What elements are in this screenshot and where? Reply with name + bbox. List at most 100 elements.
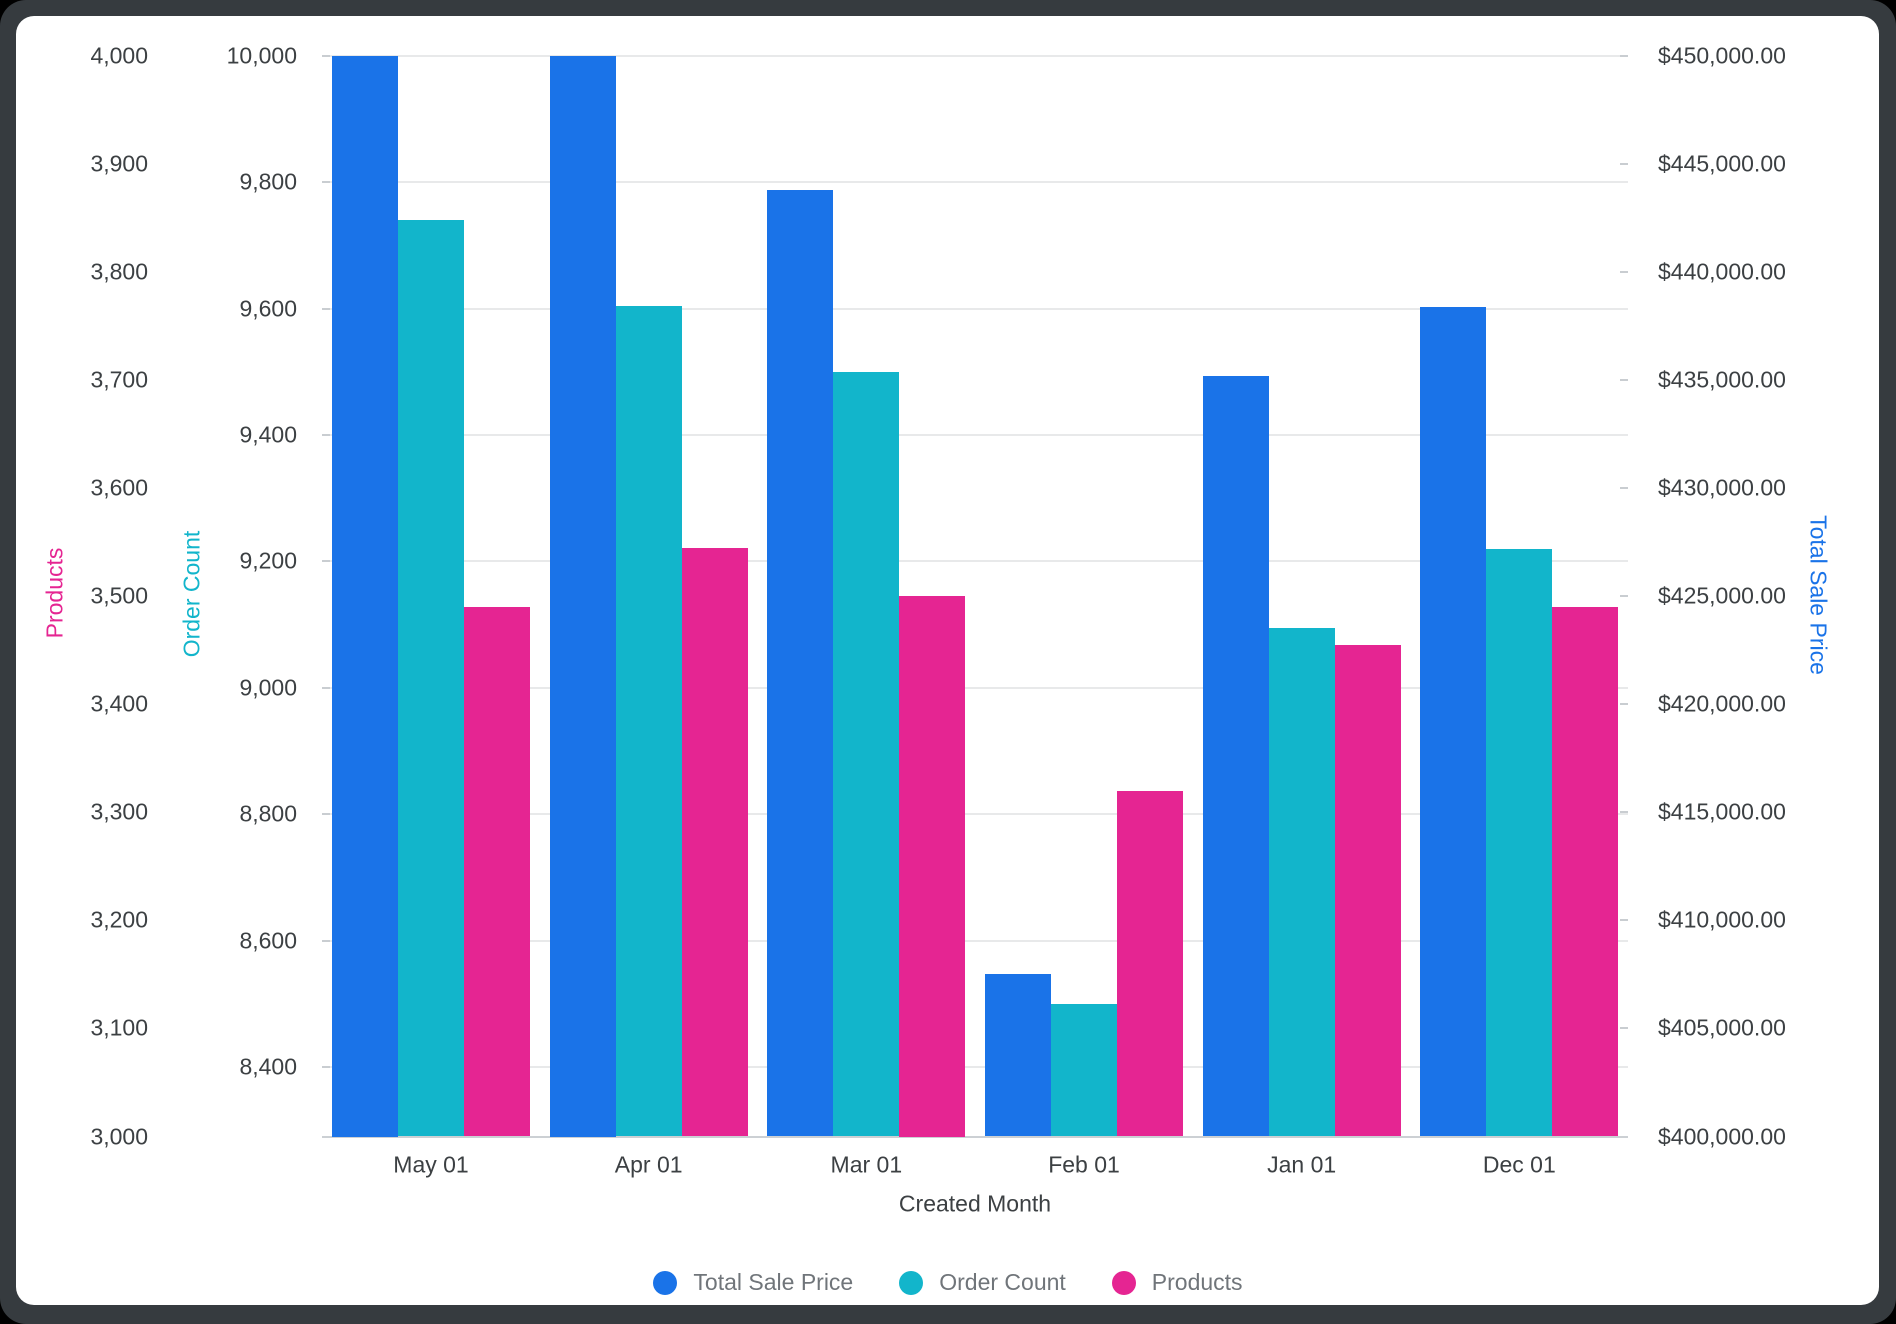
legend-item-label: Total Sale Price — [693, 1269, 854, 1295]
bar-total-sale-price-apr-01[interactable] — [549, 56, 616, 1137]
bar-products-feb-01[interactable] — [1117, 790, 1183, 1137]
bar-total-sale-price-dec-01[interactable] — [1420, 306, 1487, 1137]
gridline — [322, 181, 1628, 184]
legend-swatch-total-sale-price — [653, 1270, 678, 1295]
y-tick-label-products: 3,800 — [90, 258, 148, 285]
gridline — [322, 434, 1628, 437]
y-tick-label-products: 3,500 — [90, 582, 148, 609]
y-tick-label-order-count: 8,600 — [239, 927, 297, 954]
bar-order-count-apr-01[interactable] — [615, 305, 682, 1137]
bar-products-jan-01[interactable] — [1334, 644, 1401, 1137]
y-tick-label-products: 3,600 — [90, 474, 148, 501]
y-axis-title-order-count: Order Count — [178, 530, 205, 658]
legend-item-products[interactable]: Products — [1111, 1269, 1243, 1296]
axis-tick-mark — [1620, 163, 1628, 166]
bar-order-count-dec-01[interactable] — [1486, 548, 1553, 1137]
axis-tick-mark — [1620, 487, 1628, 490]
axis-tick-mark — [1620, 703, 1628, 706]
y-tick-label-order-count: 8,800 — [239, 800, 297, 827]
legend-item-total-sale-price[interactable]: Total Sale Price — [653, 1269, 853, 1296]
y-tick-label-order-count: 9,200 — [239, 547, 297, 574]
legend: Total Sale Price Order Count Products — [16, 1269, 1879, 1296]
x-axis-line — [322, 1135, 1628, 1138]
y-tick-label-total-sale-price: $450,000.00 — [1658, 42, 1786, 69]
bar-total-sale-price-may-01[interactable] — [332, 56, 398, 1137]
axis-tick-mark — [322, 1065, 330, 1068]
y-tick-label-total-sale-price: $415,000.00 — [1658, 798, 1786, 825]
axis-tick-mark — [1620, 271, 1628, 274]
x-tick-label: Mar 01 — [830, 1151, 903, 1178]
axis-tick-mark — [322, 434, 330, 437]
gridline — [322, 686, 1628, 689]
bar-order-count-feb-01[interactable] — [1051, 1003, 1117, 1137]
y-tick-label-order-count: 9,400 — [239, 421, 297, 448]
axis-tick-mark — [322, 181, 330, 184]
axis-tick-mark — [1620, 55, 1628, 57]
gridline — [322, 55, 1628, 57]
x-tick-label: Dec 01 — [1482, 1151, 1556, 1178]
y-tick-label-products: 3,200 — [90, 906, 148, 933]
y-tick-label-products: 3,700 — [90, 366, 148, 393]
gridline — [322, 1065, 1628, 1068]
y-tick-label-order-count: 8,400 — [239, 1053, 297, 1080]
gridline — [322, 813, 1628, 816]
x-axis-title: Created Month — [898, 1190, 1052, 1217]
legend-item-label: Order Count — [939, 1269, 1066, 1295]
gridline — [322, 560, 1628, 563]
x-tick-label: Apr 01 — [614, 1151, 683, 1178]
bar-order-count-jan-01[interactable] — [1268, 627, 1335, 1137]
y-tick-label-order-count: 9,600 — [239, 295, 297, 322]
y-tick-label-order-count: 9,000 — [239, 674, 297, 701]
y-tick-label-order-count: 9,800 — [239, 168, 297, 195]
bar-order-count-mar-01[interactable] — [833, 371, 900, 1137]
axis-tick-mark — [1620, 811, 1628, 814]
axis-tick-mark — [1620, 1027, 1628, 1030]
y-tick-label-total-sale-price: $410,000.00 — [1658, 906, 1786, 933]
bar-products-mar-01[interactable] — [899, 596, 966, 1137]
y-tick-label-total-sale-price: $430,000.00 — [1658, 474, 1786, 501]
y-tick-label-products: 3,100 — [90, 1014, 148, 1041]
axis-tick-mark — [322, 560, 330, 563]
axis-tick-mark — [1620, 379, 1628, 382]
y-tick-label-order-count: 10,000 — [226, 42, 297, 69]
bar-products-may-01[interactable] — [464, 607, 530, 1137]
legend-item-order-count[interactable]: Order Count — [899, 1269, 1066, 1296]
y-tick-label-total-sale-price: $440,000.00 — [1658, 258, 1786, 285]
y-tick-label-total-sale-price: $400,000.00 — [1658, 1123, 1786, 1149]
axis-tick-mark — [322, 939, 330, 942]
axis-tick-mark — [1620, 919, 1628, 922]
axis-tick-mark — [322, 55, 330, 57]
y-tick-label-products: 3,900 — [90, 150, 148, 177]
y-axis-title-products: Products — [41, 547, 68, 639]
bar-total-sale-price-jan-01[interactable] — [1202, 375, 1269, 1137]
y-tick-label-products: 3,300 — [90, 798, 148, 825]
y-tick-label-total-sale-price: $435,000.00 — [1658, 366, 1786, 393]
chart-panel: 4,000 3,900 3,800 3,700 3,600 3,500 3,400 3,300… — [16, 16, 1879, 1305]
y-axis-title-total-sale-price: Total Sale Price — [1805, 515, 1832, 675]
bar-total-sale-price-mar-01[interactable] — [767, 189, 834, 1137]
y-tick-label-total-sale-price: $420,000.00 — [1658, 690, 1786, 717]
axis-tick-mark — [322, 307, 330, 310]
y-tick-label-total-sale-price: $405,000.00 — [1658, 1014, 1786, 1041]
y-tick-label-products: 3,000 — [90, 1123, 148, 1149]
y-tick-label-total-sale-price: $425,000.00 — [1658, 582, 1786, 609]
axis-tick-mark — [322, 686, 330, 689]
x-tick-label: May 01 — [393, 1151, 469, 1178]
y-tick-label-products: 3,400 — [90, 690, 148, 717]
legend-swatch-order-count — [899, 1270, 924, 1295]
bar-total-sale-price-feb-01[interactable] — [985, 974, 1051, 1137]
axis-tick-mark — [1620, 595, 1628, 598]
x-tick-label: Jan 01 — [1267, 1151, 1337, 1178]
legend-item-label: Products — [1151, 1269, 1243, 1295]
bar-products-apr-01[interactable] — [681, 547, 748, 1137]
axis-tick-mark — [322, 813, 330, 816]
gridline — [322, 939, 1628, 942]
gridline — [322, 307, 1628, 310]
x-tick-label: Feb 01 — [1048, 1151, 1120, 1178]
y-tick-label-total-sale-price: $445,000.00 — [1658, 150, 1786, 177]
bar-products-dec-01[interactable] — [1552, 607, 1619, 1137]
legend-swatch-products — [1111, 1270, 1136, 1295]
bar-order-count-may-01[interactable] — [398, 220, 464, 1137]
y-tick-label-products: 4,000 — [90, 42, 148, 69]
